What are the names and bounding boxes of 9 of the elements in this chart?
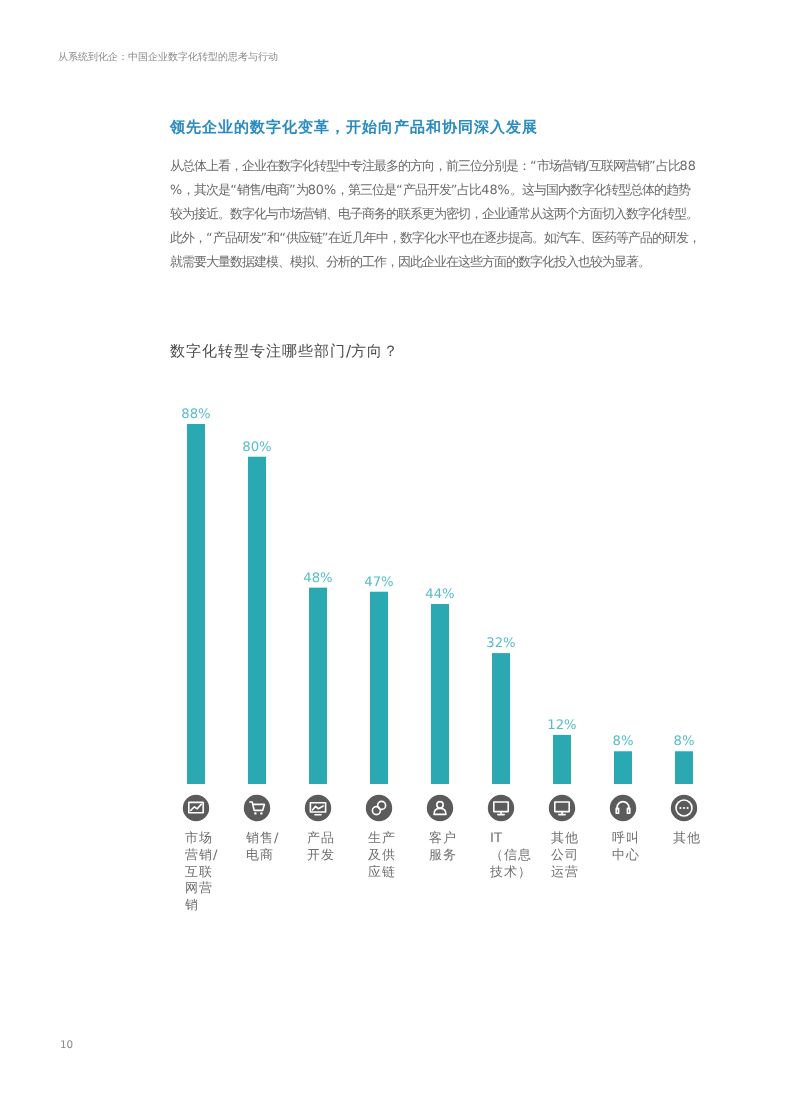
bar: [187, 424, 205, 784]
bar: [492, 653, 510, 784]
bar: [370, 591, 388, 784]
bar: [553, 734, 571, 784]
bar: [309, 587, 327, 784]
bar: [248, 456, 266, 784]
bar: [431, 604, 449, 784]
bar: [614, 751, 632, 784]
bar: [675, 751, 693, 784]
